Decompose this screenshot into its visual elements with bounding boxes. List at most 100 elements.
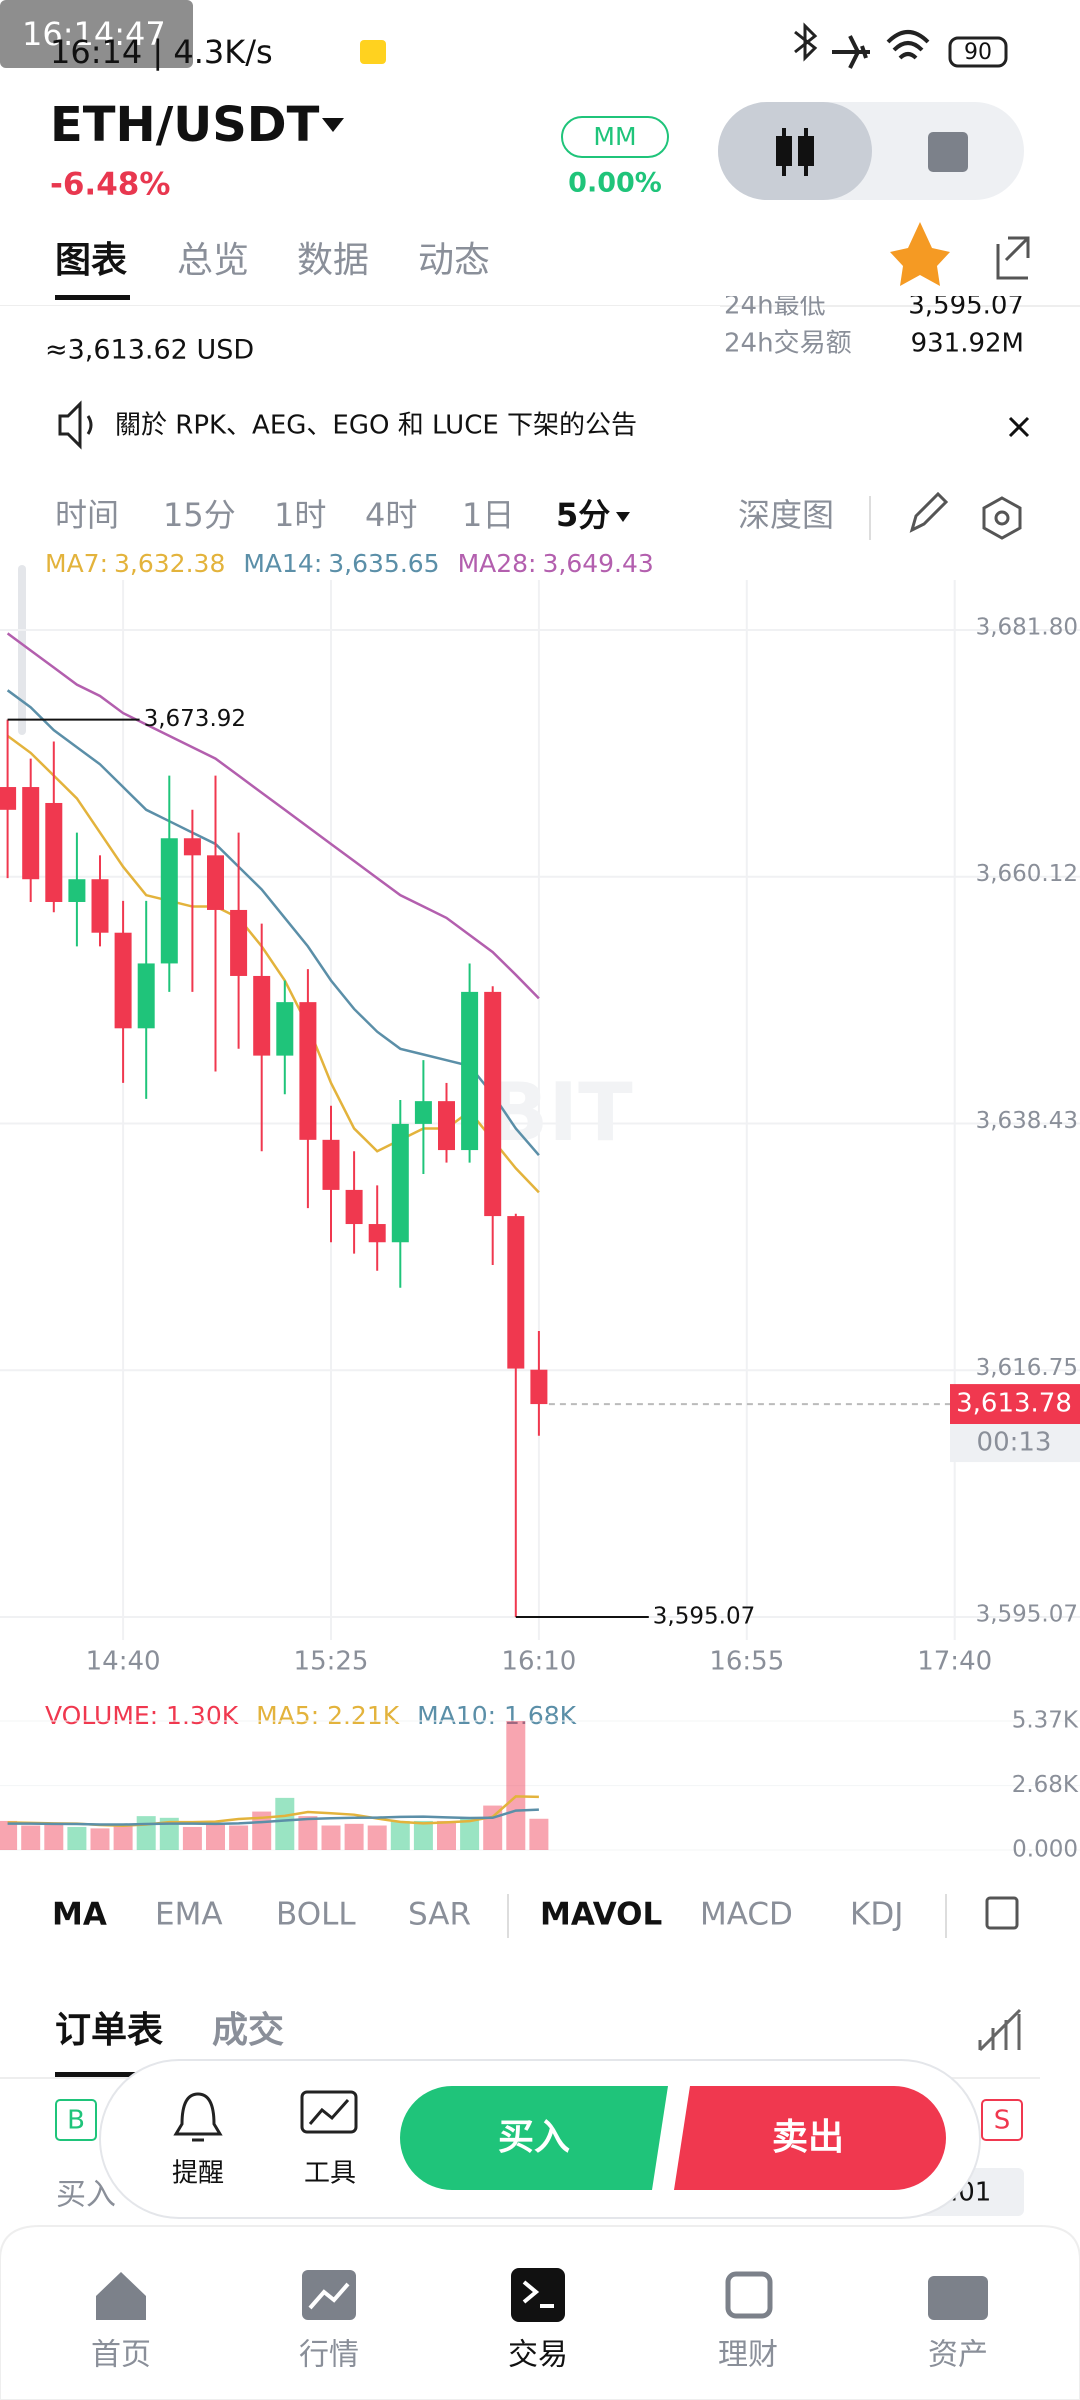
trade-icon[interactable] — [511, 2268, 565, 2322]
candle-body — [530, 1369, 548, 1405]
nav-label[interactable]: 行情 — [299, 2338, 359, 2373]
buy-label[interactable]: 买入 — [498, 2117, 570, 2158]
tab[interactable]: 动态 — [418, 240, 490, 281]
nav-label-active[interactable]: 交易 — [508, 2338, 568, 2373]
tools-label[interactable]: 工具 — [304, 2159, 356, 2189]
indicator-tab[interactable]: SAR — [408, 1897, 471, 1933]
x-tick-label: 16:55 — [709, 1647, 784, 1677]
y-tick-label: 3,681.80 — [976, 615, 1078, 641]
candle-icon — [776, 128, 814, 176]
indicator-tab[interactable]: KDJ — [850, 1897, 903, 1933]
earn-icon[interactable] — [725, 2271, 773, 2319]
tab[interactable]: 总览 — [177, 240, 249, 281]
interval[interactable]: 时间 — [55, 496, 119, 534]
bluetooth-icon — [794, 22, 818, 62]
fullscreen-icon[interactable] — [985, 1896, 1019, 1930]
pair-title[interactable]: ETH/USDT — [50, 97, 320, 153]
order-tab[interactable]: 订单表 — [55, 2010, 163, 2051]
depth-tab[interactable]: 深度图 — [738, 496, 834, 534]
toggle-active[interactable] — [718, 102, 872, 200]
candle-body — [345, 1189, 363, 1225]
assets-icon[interactable] — [928, 2276, 988, 2320]
interval[interactable]: 4时 — [365, 496, 417, 534]
volume-bar — [90, 1828, 110, 1850]
candle-body — [484, 991, 502, 1217]
volume-bar — [206, 1823, 225, 1850]
indicator-tab[interactable]: MACD — [700, 1897, 793, 1933]
indicator-tab[interactable]: MAVOL — [540, 1897, 662, 1933]
volume-bar — [390, 1820, 410, 1850]
amount-value: 931.92M — [911, 329, 1024, 359]
tab[interactable]: 数据 — [297, 240, 369, 281]
interval-dropdown[interactable] — [616, 512, 630, 522]
legend-value: 3,632.38 — [114, 549, 225, 578]
candle-body — [253, 975, 271, 1056]
tools-icon[interactable] — [300, 2090, 358, 2134]
alert-label[interactable]: 提醒 — [172, 2159, 224, 2189]
mask — [0, 306, 720, 320]
indicator-tab[interactable]: MA — [52, 1897, 107, 1933]
volume-bar — [182, 1826, 202, 1850]
tools-chart — [308, 2099, 350, 2125]
pair-dropdown[interactable] — [322, 118, 344, 132]
y-tick-label: 3,660.12 — [976, 861, 1078, 887]
candle-body — [461, 991, 479, 1151]
tab[interactable]: 图表 — [55, 240, 127, 281]
candle-body — [0, 787, 17, 810]
volume-bar — [275, 1797, 295, 1850]
sell-label[interactable]: 卖出 — [772, 2117, 844, 2158]
x-tick-label: 15:25 — [294, 1647, 369, 1677]
draw-tool[interactable] — [909, 491, 949, 533]
volume-bar — [344, 1823, 364, 1850]
candle-body — [438, 1101, 455, 1151]
interval-active[interactable]: 5分 — [556, 496, 610, 534]
share-icon[interactable] — [996, 236, 1030, 280]
volume-bar — [159, 1817, 179, 1850]
usd-price: ≈3,613.62 USD — [45, 335, 254, 366]
interval[interactable]: 15分 — [163, 496, 236, 534]
indicator-tab[interactable]: BOLL — [276, 1897, 356, 1933]
depth-icon[interactable] — [978, 2008, 1022, 2052]
sell-button[interactable] — [674, 2086, 946, 2190]
time-overlay — [0, 0, 193, 68]
overlay-time: 16:14:47 — [22, 15, 166, 53]
candle-body — [91, 879, 109, 933]
indicator-tabs: MA EMA BOLL SAR MAVOL MACD KDJ — [52, 1897, 903, 1933]
nav-label[interactable]: 理财 — [718, 2338, 778, 2373]
wifi-icon — [886, 30, 930, 60]
volume-legend: VOLUME: 1.30K — [45, 1701, 239, 1730]
notice[interactable]: 關於 RPK、AEG、EGO 和 LUCE 下架的公告 — [115, 411, 637, 441]
candle-body — [183, 838, 201, 856]
candle-body — [391, 1123, 409, 1243]
interval[interactable]: 1日 — [462, 496, 514, 534]
legend-name: MA28: — [458, 549, 537, 578]
buy-button[interactable] — [400, 2086, 668, 2190]
volume-bar — [67, 1826, 87, 1850]
indicator-tab[interactable]: EMA — [155, 1897, 223, 1933]
doc-icon[interactable] — [928, 132, 968, 172]
close-notice[interactable] — [1008, 416, 1030, 438]
interval[interactable]: 1时 — [274, 496, 326, 534]
ma-line — [6, 689, 540, 1157]
nav-label[interactable]: 资产 — [928, 2338, 988, 2373]
price-tag-label: 3,613.78 — [956, 1389, 1072, 1419]
sell-badge — [981, 2099, 1023, 2141]
bell-icon[interactable] — [173, 2092, 223, 2142]
y-tick-label: 3,638.43 — [976, 1108, 1078, 1134]
favorite-star[interactable] — [890, 222, 950, 286]
settings-icon[interactable] — [982, 496, 1022, 540]
volume-bar — [298, 1816, 318, 1850]
order-tab[interactable]: 成交 — [212, 2009, 284, 2051]
low-label: 3,595.07 — [653, 1604, 755, 1630]
volume-bar — [0, 1820, 18, 1850]
candle-body — [68, 879, 86, 902]
nav-label[interactable]: 首页 — [91, 2338, 151, 2373]
candle-body — [276, 1002, 294, 1056]
legend-value: 3,649.43 — [542, 549, 653, 578]
order-side: 买入 — [56, 2178, 116, 2213]
volume-tick-label: 0.000 — [1012, 1837, 1078, 1863]
volume-bar — [136, 1816, 156, 1850]
home-icon[interactable] — [96, 2272, 146, 2320]
